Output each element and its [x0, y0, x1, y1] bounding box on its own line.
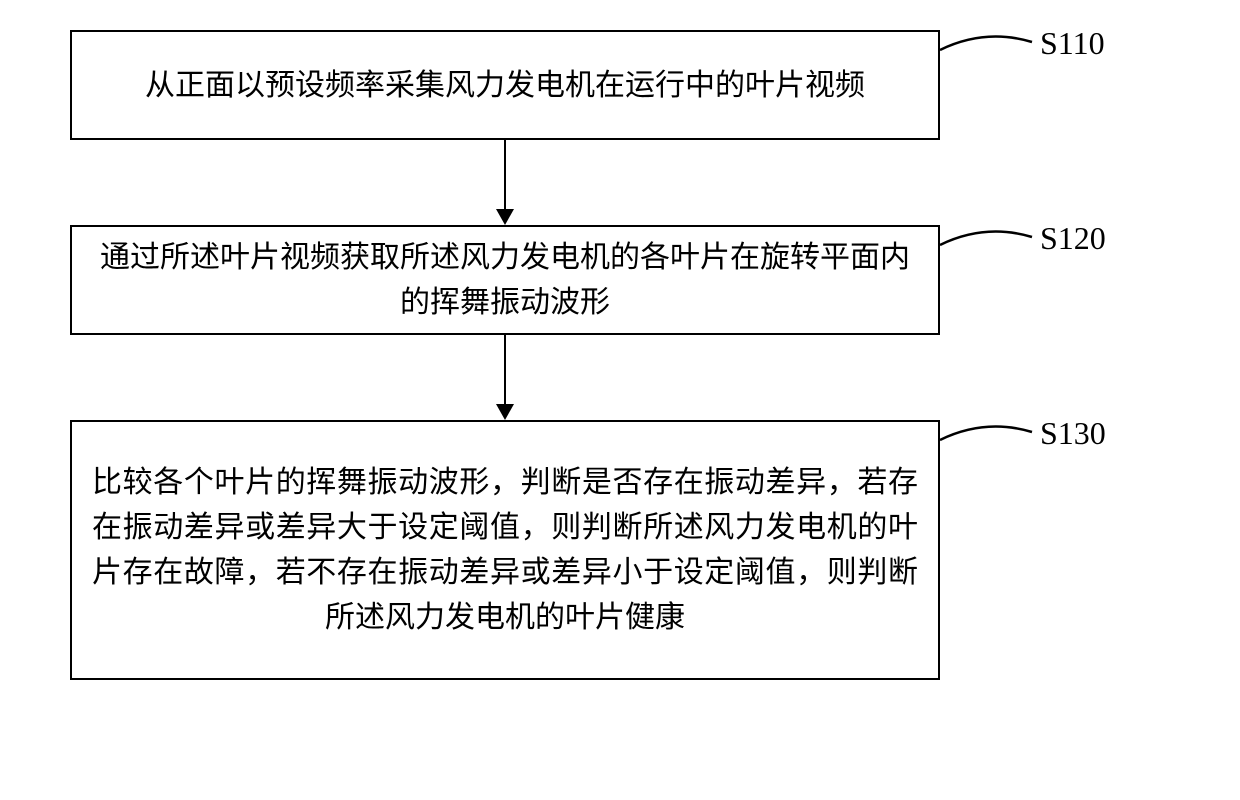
arrow-1	[504, 140, 506, 210]
arrow-2	[504, 335, 506, 405]
node-text: 通过所述叶片视频获取所述风力发电机的各叶片在旋转平面内的挥舞振动波形	[92, 235, 918, 325]
node-text: 从正面以预设频率采集风力发电机在运行中的叶片视频	[145, 63, 865, 108]
flowchart-node-s110: 从正面以预设频率采集风力发电机在运行中的叶片视频	[70, 30, 940, 140]
node-label-s110: S110	[1040, 25, 1105, 62]
flowchart-node-s130: 比较各个叶片的挥舞振动波形，判断是否存在振动差异，若存在振动差异或差异大于设定阈…	[70, 420, 940, 680]
node-label-s130: S130	[1040, 415, 1106, 452]
arrowhead-2	[496, 404, 514, 420]
node-text: 比较各个叶片的挥舞振动波形，判断是否存在振动差异，若存在振动差异或差异大于设定阈…	[92, 460, 918, 640]
flowchart-container: 从正面以预设频率采集风力发电机在运行中的叶片视频 S110 通过所述叶片视频获取…	[0, 0, 1240, 800]
flowchart-node-s120: 通过所述叶片视频获取所述风力发电机的各叶片在旋转平面内的挥舞振动波形	[70, 225, 940, 335]
node-label-s120: S120	[1040, 220, 1106, 257]
arrowhead-1	[496, 209, 514, 225]
